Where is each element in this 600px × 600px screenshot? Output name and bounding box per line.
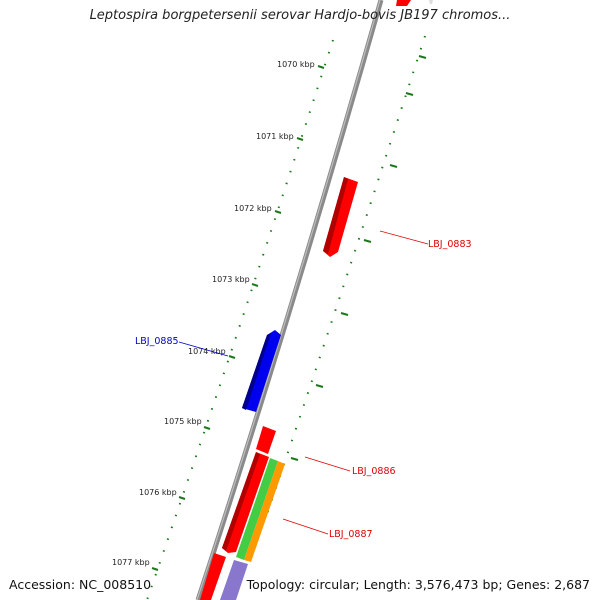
ruler-label: 1076 kbp: [139, 488, 177, 497]
ruler-label: 1071 kbp: [256, 132, 294, 141]
gene-LBJ_0885[interactable]: [242, 330, 281, 412]
chromosome-backbone: [195, 0, 384, 600]
ruler-label: 1074 kbp: [188, 347, 226, 356]
gene-label-LBJ_0887[interactable]: LBJ_0887: [329, 529, 373, 540]
ruler-label: 1072 kbp: [234, 204, 272, 213]
inner-ruler-ticks: [151, 65, 325, 571]
gene-label-LBJ_0883[interactable]: LBJ_0883: [428, 239, 472, 250]
map-title: Leptospira borgpetersenii serovar Hardjo…: [89, 8, 511, 23]
gene-label-LBJ_0885[interactable]: LBJ_0885: [135, 336, 179, 347]
map-summary-text: Topology: circular; Length: 3,576,473 bp…: [246, 577, 590, 592]
gene-LBJ_0883[interactable]: [323, 177, 358, 257]
outer-ruler-ticks: [290, 55, 427, 461]
ruler-label: 1073 kbp: [212, 275, 250, 284]
gene-LBJ_0886[interactable]: [222, 426, 276, 553]
ruler-label: 1075 kbp: [164, 417, 202, 426]
gene-feature-bottom[interactable]: [200, 553, 226, 600]
chromosome-backbone-highlight: [196, 0, 381, 600]
gene-label-LBJ_0886[interactable]: LBJ_0886: [352, 466, 396, 477]
gene-feature-top-edge: [429, 0, 433, 4]
accession-text: Accession: NC_008510: [9, 577, 152, 592]
ruler-labels: 1070 kbp 1071 kbp 1072 kbp 1073 kbp 1074…: [112, 60, 315, 567]
outer-ruler-ring: [264, 35, 426, 521]
gene-feature-top[interactable]: [396, 0, 411, 6]
label-leaders: [178, 230, 429, 535]
gene-LBJ_0887[interactable]: [220, 458, 285, 600]
ruler-label: 1077 kbp: [112, 558, 150, 567]
ruler-label: 1070 kbp: [277, 60, 315, 69]
